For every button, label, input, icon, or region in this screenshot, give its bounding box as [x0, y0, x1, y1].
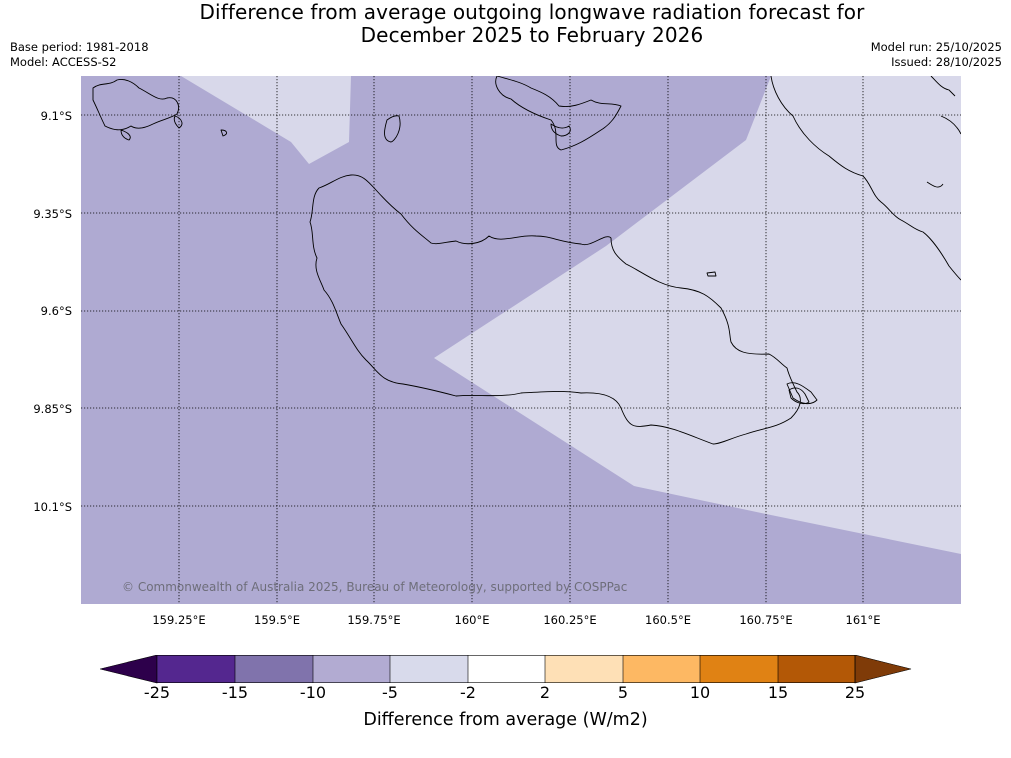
colorbar-tick--5: -5 — [382, 683, 398, 702]
nggela-west — [550, 123, 571, 137]
colorbar — [99, 654, 912, 688]
east-guadalcanal-islets — [786, 382, 818, 405]
title-line-2: December 2025 to February 2026 — [360, 23, 704, 47]
colorbar-bin-5 — [545, 655, 623, 683]
colorbar-bin-8 — [778, 655, 855, 683]
lon-label-160.25: 160.25°E — [543, 613, 597, 627]
colorbar-tick--15: -15 — [221, 683, 249, 702]
lon-label-159.5: 159.5°E — [254, 613, 300, 627]
meta-right: Model run: 25/10/2025 Issued: 28/10/2025 — [871, 40, 1002, 70]
florida-islands — [495, 76, 622, 151]
colorbar-over-arrow — [854, 654, 912, 684]
malaita-coast — [770, 76, 961, 281]
lon-label-159.25: 159.25°E — [152, 613, 206, 627]
page-title: Difference from average outgoing longwav… — [0, 1, 1011, 47]
savo-island — [384, 115, 401, 143]
anomaly-fill-minus2-to-minus5-north — [181, 76, 351, 164]
graticule — [81, 76, 961, 604]
title-line-1: Difference from average outgoing longwav… — [199, 0, 865, 24]
colorbar-bin-1 — [235, 655, 313, 683]
lon-label-160.75: 160.75°E — [739, 613, 793, 627]
colorbar-tick-5: 5 — [617, 683, 629, 702]
map-panel[interactable] — [81, 76, 961, 604]
model-text: Model: ACCESS-S2 — [10, 55, 117, 69]
copyright-notice: © Commonwealth of Australia 2025, Bureau… — [122, 580, 628, 594]
colorbar-label: Difference from average (W/m2) — [363, 710, 648, 730]
lat-label-9.6: 9.6°S — [40, 304, 72, 318]
colorbar-tick-25: 25 — [844, 683, 866, 702]
lat-label-9.1: 9.1°S — [40, 109, 72, 123]
colorbar-tick--25: -25 — [143, 683, 171, 702]
colorbar-tick--2: -2 — [460, 683, 476, 702]
colorbar-tick-10: 10 — [689, 683, 711, 702]
model-run-text: Model run: 25/10/2025 — [870, 40, 1002, 54]
colorbar-bin-3 — [390, 655, 468, 683]
anomaly-fill-minus2-to-minus5-east — [434, 76, 961, 554]
lat-label-10.1: 10.1°S — [33, 500, 72, 514]
colorbar-bin-2 — [313, 655, 390, 683]
coastlines — [92, 76, 961, 445]
small-island-1 — [706, 271, 717, 277]
lon-label-160: 160°E — [454, 613, 490, 627]
lon-label-161: 161°E — [845, 613, 881, 627]
lon-label-160.5: 160.5°E — [645, 613, 691, 627]
lon-label-159.75: 159.75°E — [347, 613, 401, 627]
issued-text: Issued: 28/10/2025 — [891, 55, 1002, 69]
colorbar-tick-2: 2 — [539, 683, 551, 702]
lat-label-9.35: 9.35°S — [33, 207, 72, 221]
colorbar-bin-7 — [700, 655, 778, 683]
colorbar-bin-4 — [468, 655, 545, 683]
meta-left: Base period: 1981-2018 Model: ACCESS-S2 — [10, 40, 149, 70]
base-period-text: Base period: 1981-2018 — [10, 40, 149, 54]
russell-islets — [120, 115, 228, 141]
russell-islands — [92, 79, 179, 131]
colorbar-tick--10: -10 — [299, 683, 327, 702]
colorbar-under-arrow — [99, 654, 158, 684]
small-island-2 — [788, 387, 810, 405]
guadalcanal-coastline — [309, 174, 801, 445]
colorbar-bin-6 — [623, 655, 700, 683]
lat-label-9.85: 9.85°S — [33, 402, 72, 416]
colorbar-tick-15: 15 — [767, 683, 789, 702]
colorbar-bin-0 — [157, 655, 235, 683]
malaita-north-islets — [926, 76, 961, 188]
